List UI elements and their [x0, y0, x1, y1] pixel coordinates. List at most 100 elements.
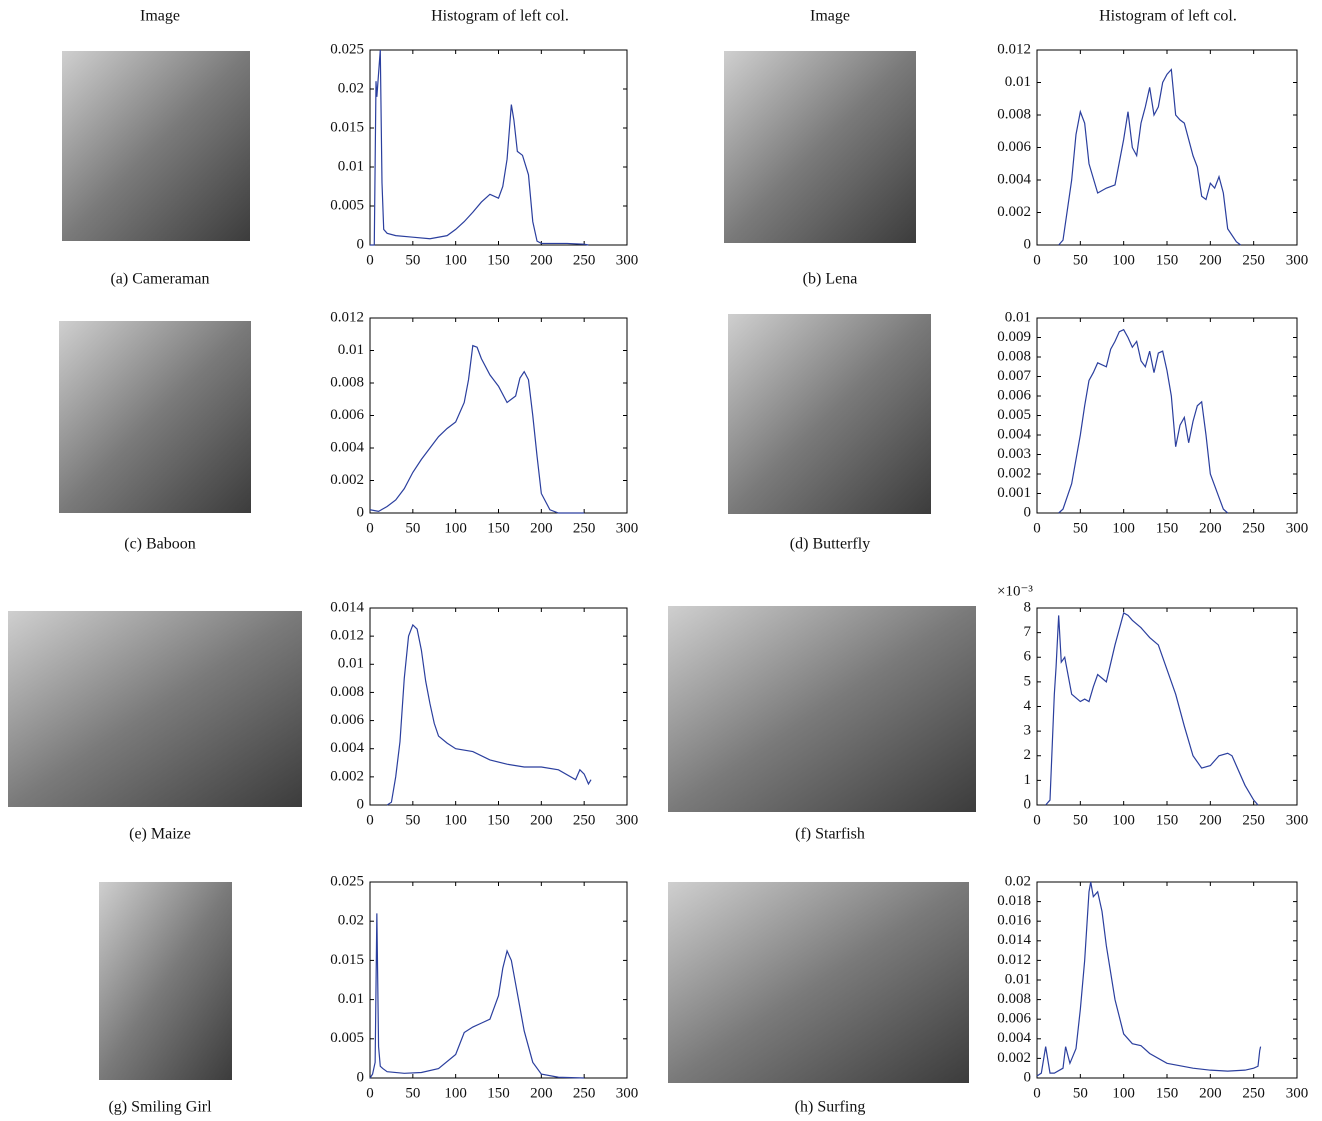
x-tick-label: 150 — [487, 812, 510, 828]
x-tick-label: 100 — [444, 812, 467, 828]
x-tick-label: 250 — [1242, 1085, 1265, 1101]
histogram-line — [370, 913, 584, 1078]
y-tick-label: 1 — [1024, 772, 1032, 788]
x-tick-label: 0 — [1033, 812, 1041, 828]
y-tick-label: 0.015 — [330, 119, 364, 135]
x-tick-label: 250 — [573, 812, 596, 828]
y-tick-label: 0.01 — [338, 991, 364, 1007]
x-tick-label: 250 — [1242, 252, 1265, 268]
figure: ImageHistogram of left col.ImageHistogra… — [0, 0, 1322, 1121]
y-tick-label: 0.002 — [330, 768, 364, 784]
y-tick-label: 0.014 — [997, 932, 1031, 948]
plot-frame — [1037, 608, 1297, 805]
x-tick-label: 300 — [616, 252, 639, 268]
histogram-line — [1046, 613, 1258, 805]
image-placeholder — [668, 606, 976, 812]
y-tick-label: 0 — [357, 236, 365, 252]
y-tick-label: 0.012 — [330, 309, 364, 325]
x-tick-label: 50 — [405, 1085, 420, 1101]
caption: (f) Starfish — [795, 826, 865, 843]
y-tick-label: 0.01 — [338, 656, 364, 672]
y-tick-label: 0 — [1024, 236, 1032, 252]
y-tick-label: 0 — [357, 504, 365, 520]
y-tick-label: 0.002 — [997, 465, 1031, 481]
y-tick-label: 0.004 — [330, 740, 364, 756]
y-tick-label: 0.001 — [997, 485, 1031, 501]
x-tick-label: 100 — [444, 520, 467, 536]
y-tick-label: 0.02 — [338, 913, 364, 929]
x-tick-label: 100 — [444, 1085, 467, 1101]
x-tick-label: 50 — [405, 252, 420, 268]
image-placeholder — [62, 51, 250, 241]
x-tick-label: 200 — [1199, 520, 1222, 536]
caption: (h) Surfing — [795, 1099, 866, 1116]
y-tick-label: 0 — [357, 1069, 365, 1085]
y-tick-label: 0 — [357, 796, 365, 812]
histogram-line — [370, 346, 584, 513]
y-tick-label: 0.004 — [997, 426, 1031, 442]
y-tick-label: 0.015 — [330, 952, 364, 968]
x-tick-label: 300 — [616, 520, 639, 536]
image-placeholder — [99, 882, 232, 1080]
x-tick-label: 200 — [530, 812, 553, 828]
x-tick-label: 0 — [366, 1085, 374, 1101]
caption: (d) Butterfly — [790, 536, 870, 553]
x-tick-label: 250 — [573, 520, 596, 536]
x-tick-label: 250 — [573, 1085, 596, 1101]
y-tick-label: 7 — [1024, 624, 1032, 640]
x-tick-label: 300 — [616, 812, 639, 828]
y-tick-label: 0.025 — [330, 41, 364, 57]
y-tick-label: 0.006 — [997, 1011, 1031, 1027]
y-tick-label: 0.02 — [338, 80, 364, 96]
histogram-line — [1059, 70, 1241, 246]
y-tick-label: 0.01 — [1005, 971, 1031, 987]
y-tick-label: 6 — [1024, 649, 1032, 665]
y-tick-label: 0 — [1024, 504, 1032, 520]
caption: (g) Smiling Girl — [108, 1099, 212, 1116]
y-tick-label: 0.01 — [338, 342, 364, 358]
x-tick-label: 150 — [1156, 252, 1179, 268]
x-tick-label: 100 — [1112, 520, 1135, 536]
x-tick-label: 150 — [1156, 812, 1179, 828]
y-tick-label: 0.01 — [338, 158, 364, 174]
y-tick-label: 5 — [1024, 673, 1032, 689]
x-tick-label: 250 — [573, 252, 596, 268]
x-tick-label: 100 — [1112, 1085, 1135, 1101]
x-tick-label: 0 — [366, 812, 374, 828]
x-tick-label: 300 — [1286, 252, 1309, 268]
image-placeholder — [724, 51, 916, 243]
y-tick-label: 0.008 — [330, 684, 364, 700]
caption: (b) Lena — [803, 271, 858, 288]
x-tick-label: 300 — [1286, 520, 1309, 536]
x-tick-label: 50 — [405, 520, 420, 536]
y-tick-label: 0.003 — [997, 446, 1031, 462]
x-tick-label: 200 — [530, 520, 553, 536]
y-tick-label: 0.004 — [330, 439, 364, 455]
x-tick-label: 300 — [616, 1085, 639, 1101]
x-tick-label: 0 — [366, 252, 374, 268]
plot-frame — [1037, 318, 1297, 513]
column-header: Histogram of left col. — [431, 8, 569, 25]
column-header: Histogram of left col. — [1099, 8, 1237, 25]
y-tick-label: 0.008 — [330, 374, 364, 390]
x-tick-label: 50 — [1073, 1085, 1088, 1101]
y-tick-label: 0.006 — [330, 407, 364, 423]
y-tick-label: 0.005 — [330, 197, 364, 213]
y-tick-label: 0.002 — [997, 204, 1031, 220]
histogram-line — [1037, 882, 1261, 1076]
image-placeholder — [728, 314, 931, 514]
y-tick-label: 0.006 — [997, 387, 1031, 403]
x-tick-label: 150 — [487, 252, 510, 268]
x-tick-label: 200 — [1199, 252, 1222, 268]
image-placeholder — [59, 321, 251, 513]
plot-frame — [1037, 50, 1297, 245]
y-tick-label: 4 — [1024, 698, 1032, 714]
y-tick-label: 0.016 — [997, 913, 1031, 929]
y-tick-label: 0 — [1024, 1069, 1032, 1085]
y-tick-label: 3 — [1024, 723, 1032, 739]
x-tick-label: 100 — [1112, 252, 1135, 268]
x-tick-label: 300 — [1286, 812, 1309, 828]
histogram-line — [387, 625, 591, 805]
y-tick-label: 8 — [1024, 599, 1032, 615]
x-tick-label: 250 — [1242, 520, 1265, 536]
